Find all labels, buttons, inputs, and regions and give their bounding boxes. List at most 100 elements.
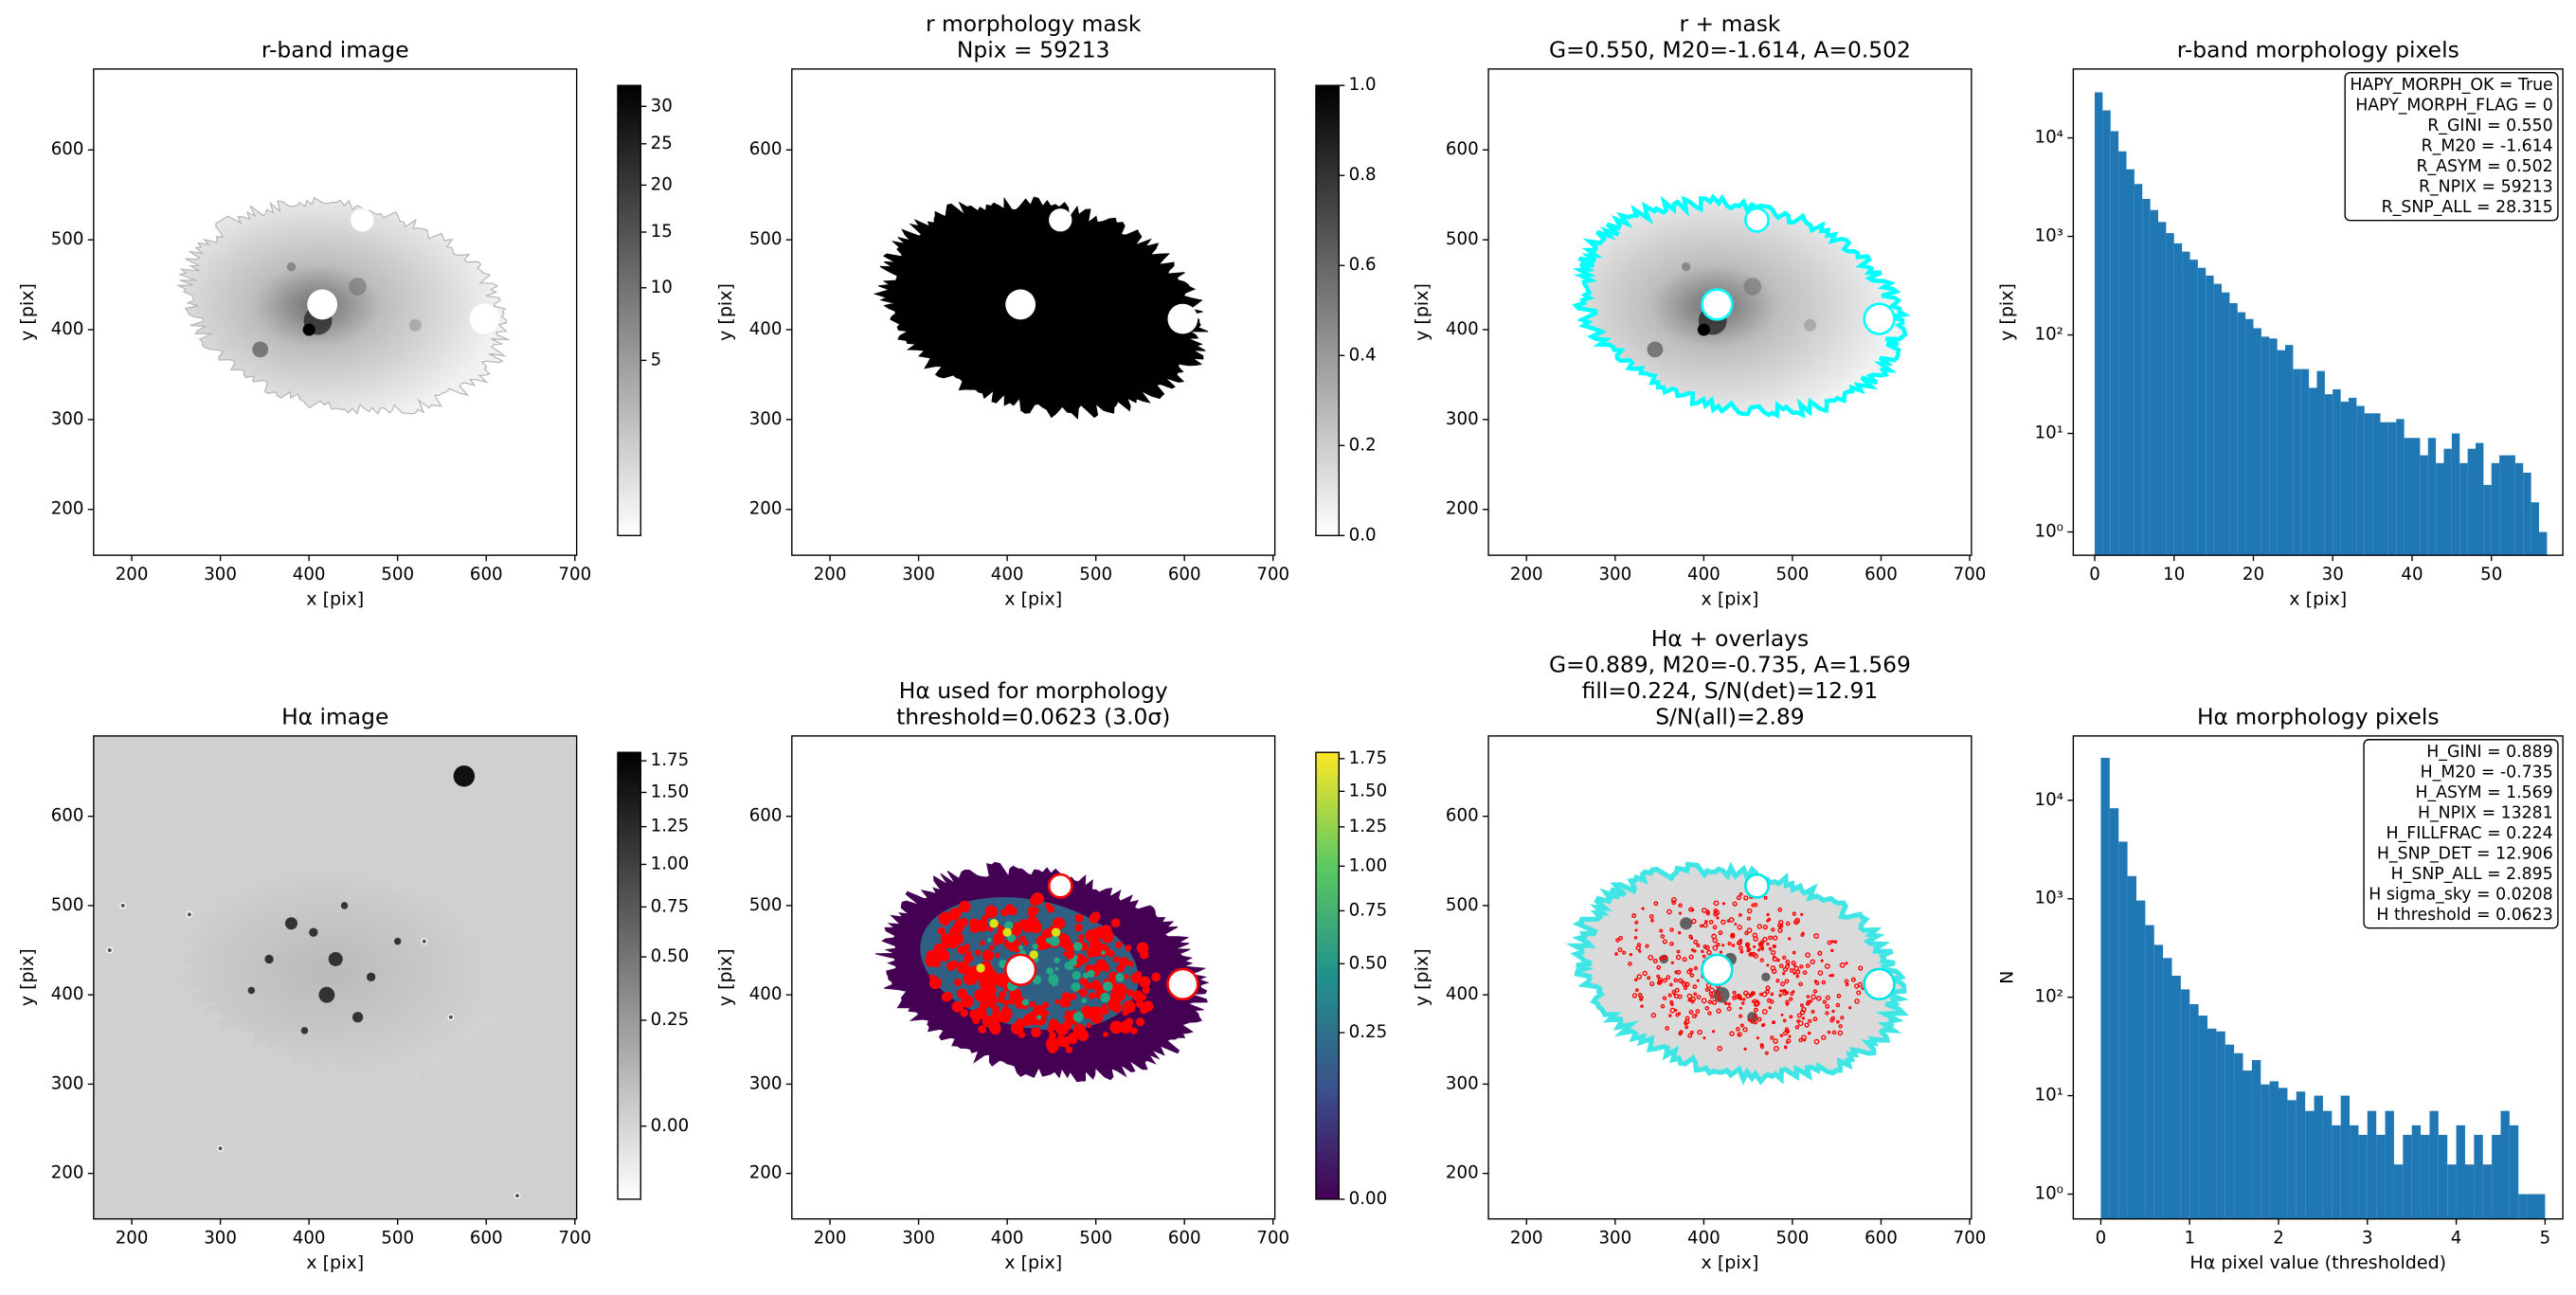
panel-title: Hα morphology pixels [2197,703,2440,729]
image-feature [1045,1036,1059,1051]
image-feature [1702,1036,1706,1040]
image-feature [1782,955,1787,960]
image-feature [1794,1025,1800,1030]
x-tick-label: 300 [204,565,237,585]
image-feature [1711,933,1717,940]
annotation-text: R_GINI = 0.550 [2427,117,2552,135]
image-feature [1717,996,1722,1001]
image-feature [1090,980,1102,991]
image-feature [1687,998,1691,1002]
image-feature [1753,1007,1758,1013]
image-feature [1002,999,1010,1006]
image-feature [1831,1030,1837,1035]
image-feature [1794,917,1801,924]
image-feature [1801,1016,1806,1020]
x-tick-label: 500 [1079,565,1112,585]
image-feature [1109,1020,1124,1034]
image-feature [421,938,428,945]
image-feature [1697,323,1710,336]
image-feature [1652,959,1658,963]
image-feature [1810,1009,1815,1014]
image-feature [408,318,422,332]
image-feature [1739,1023,1744,1028]
x-tick-label: 5 [2540,1229,2551,1249]
image-feature [1115,941,1123,949]
image-feature [1795,974,1800,979]
bar [2253,328,2261,556]
colorbar-tick-label: 1.50 [1349,781,1388,800]
image-feature [1799,964,1804,969]
image-feature [1684,981,1690,987]
image-feature [1650,918,1654,923]
image-feature [1631,913,1637,919]
image-feature [1119,957,1129,967]
image-feature [1768,1006,1772,1010]
image-feature [1712,944,1719,951]
bar [2234,1052,2243,1219]
image-feature [1778,993,1783,998]
image-feature [1634,988,1639,993]
image-feature [1792,971,1796,976]
axes-frame [1487,68,1973,556]
image-feature [1684,1020,1688,1026]
image-feature [1746,927,1753,934]
annotation-text: R_SNP_ALL = 28.315 [2382,198,2553,217]
image-feature [1773,1038,1779,1044]
image-feature [1700,924,1703,928]
image-feature [1721,902,1726,906]
image-feature [1002,927,1012,937]
image-feature [1692,984,1698,989]
image-feature [1027,906,1036,915]
image-feature [1662,954,1668,961]
image-feature [1753,1014,1757,1018]
bar [2438,1134,2448,1219]
image-feature [1850,977,1856,982]
colorbar-tick-label: 15 [651,222,673,242]
image-feature [1830,973,1835,978]
y-tick-label: 600 [749,139,783,159]
y-axis-label: y [pix] [1997,283,2018,341]
panel-title: G=0.550, M20=-1.614, A=0.502 [1549,36,1911,63]
bar [2251,1059,2261,1219]
image-feature [993,939,999,944]
image-feature [309,927,318,937]
y-tick-label: 500 [1446,229,1479,249]
image-feature [1142,986,1150,995]
panel: 0 10 20 30 40 50 10⁰ 10¹ 10² 10³ 10⁴ x [pix] y [pix]… [1997,36,2564,609]
image-feature [1678,978,1684,983]
x-tick-label: 600 [470,565,503,585]
image-feature [989,1022,1001,1035]
bar [2429,1110,2439,1219]
image-feature [1061,1027,1069,1034]
image-feature [1835,1002,1841,1008]
image-feature [1134,971,1143,979]
y-tick-label: 10⁰ [2035,522,2063,542]
image-feature [1770,992,1774,997]
image-feature [1674,987,1680,993]
x-axis-label: x [pix] [2289,588,2347,609]
colorbar-tick-label: 0.00 [651,1116,690,1136]
image-feature [1782,1018,1787,1023]
image-feature [1771,968,1777,975]
image-feature [1676,949,1681,954]
image-feature [1848,1006,1852,1010]
image-feature [1618,935,1624,941]
image-feature [1804,1022,1810,1028]
image-feature [1783,989,1787,994]
image-feature [1825,995,1830,1000]
axes-frame [791,735,1276,1220]
image-feature [1741,998,1746,1001]
x-tick-label: 0 [2089,565,2100,585]
image-feature [1713,908,1719,913]
image-feature [989,944,995,951]
colorbar-tick-label: 0.75 [651,896,690,916]
image-feature [964,949,972,957]
image-feature [1789,1015,1793,1019]
image-feature [1046,967,1054,975]
image-feature [1727,1002,1731,1006]
bar [2198,1016,2207,1219]
bar [2476,442,2484,556]
image-feature [1743,278,1762,296]
image-feature [1777,923,1783,928]
image-feature [1673,978,1678,983]
